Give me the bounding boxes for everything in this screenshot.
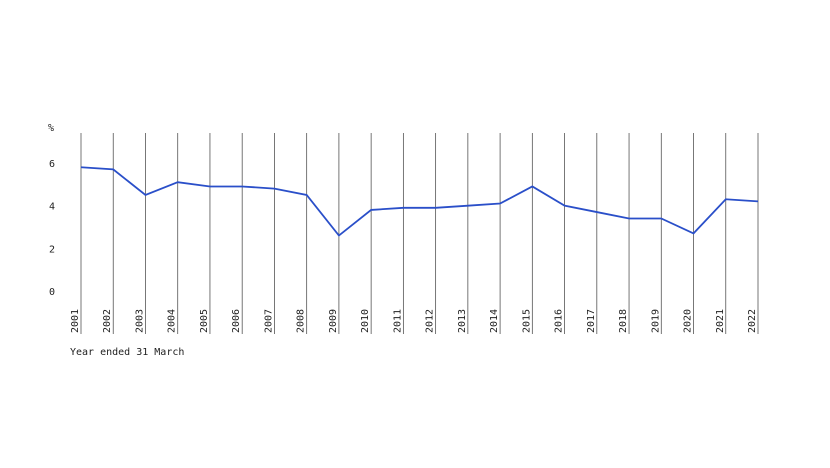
x-tick-label: 2016 <box>554 309 565 333</box>
data-line <box>80 166 759 237</box>
x-tick-label: 2005 <box>199 309 210 333</box>
y-tick-label: 6 <box>49 159 55 170</box>
x-tick-label: 2014 <box>489 309 500 333</box>
y-tick-label: 4 <box>49 202 55 213</box>
x-tick-label: 2022 <box>747 309 758 333</box>
x-tick-label: 2011 <box>392 309 403 333</box>
y-tick-label: 2 <box>49 244 55 255</box>
x-tick-label: 2002 <box>102 309 113 333</box>
x-tick-label: 2015 <box>521 309 532 333</box>
x-tick-label: 2017 <box>586 309 597 333</box>
x-tick-label: 2001 <box>70 309 81 333</box>
x-tick-label: 2012 <box>425 309 436 333</box>
x-tick-label: 2019 <box>650 309 661 333</box>
x-axis-label: Year ended 31 March <box>70 347 184 358</box>
y-axis-label: % <box>48 123 54 134</box>
x-tick-label: 2010 <box>360 309 371 333</box>
x-tick-label: 2013 <box>457 309 468 333</box>
x-tick-label: 2009 <box>328 309 339 333</box>
x-tick-label: 2008 <box>296 309 307 333</box>
x-tick-label: 2007 <box>263 309 274 333</box>
x-tick-label: 2021 <box>715 309 726 333</box>
x-tick-label: 2006 <box>231 309 242 333</box>
x-tick-label: 2020 <box>683 309 694 333</box>
y-tick-label: 0 <box>49 287 55 298</box>
x-tick-label: 2018 <box>618 309 629 333</box>
x-tick-label: 2003 <box>134 309 145 333</box>
x-tick-label: 2004 <box>167 309 178 333</box>
